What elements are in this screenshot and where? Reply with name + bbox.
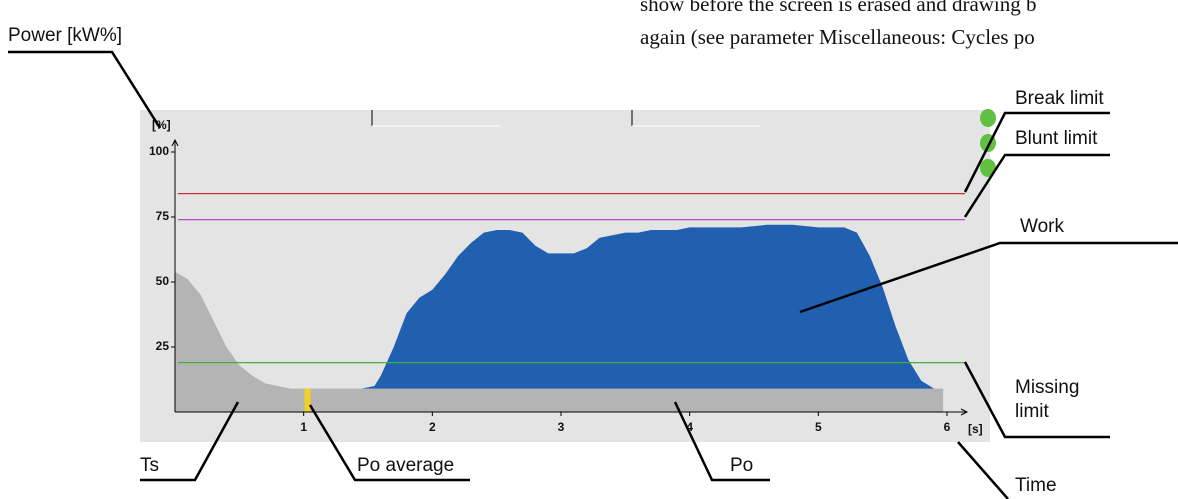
annotations: show before the screen is erased and dra… [8,0,1178,499]
callout-label: Break limit [1015,88,1104,109]
callout-label: Time [1015,475,1057,496]
callout-label: Po [730,455,753,476]
leader-line [957,441,1009,499]
po-baseline [175,388,944,412]
callout-label: Ts [140,455,159,476]
leader-line [799,241,1178,314]
leader-line [963,361,1110,439]
area-work [361,224,935,412]
y-tick-label: 50 [156,274,170,288]
x-tick-label: 2 [429,420,436,434]
callout-label: Missing limit [1015,377,1079,422]
callout-label: Power [kW%] [8,25,122,46]
x-tick-label: 4 [686,420,693,434]
x-axis [175,408,969,416]
x-tick-label: 1 [300,420,307,434]
leader-line [963,153,1110,218]
po-average [304,388,311,412]
leader-line [140,401,240,482]
y-tick-label: 100 [149,144,169,158]
leader-line [308,404,470,482]
leader-line [8,50,162,129]
status-light [980,159,996,177]
leader-line [673,401,770,482]
callout-label: Blunt limit [1015,128,1098,149]
callout-label: Po average [357,455,454,476]
x-tick-label: 5 [815,420,822,434]
y-axis [171,138,179,412]
x-axis-label: [s] [968,422,983,436]
header-text: show before the screen is erased and dra… [640,0,1037,16]
callout-label: Work [1020,216,1064,237]
y-tick-label: 75 [156,209,170,223]
x-tick-label: 6 [944,420,951,434]
header-text: again (see parameter Miscellaneous: Cycl… [640,25,1035,49]
area-ts [175,271,291,412]
leader-line [963,111,1110,193]
status-light [980,109,996,127]
y-tick-label: 25 [156,339,170,353]
x-tick-label: 3 [558,420,565,434]
